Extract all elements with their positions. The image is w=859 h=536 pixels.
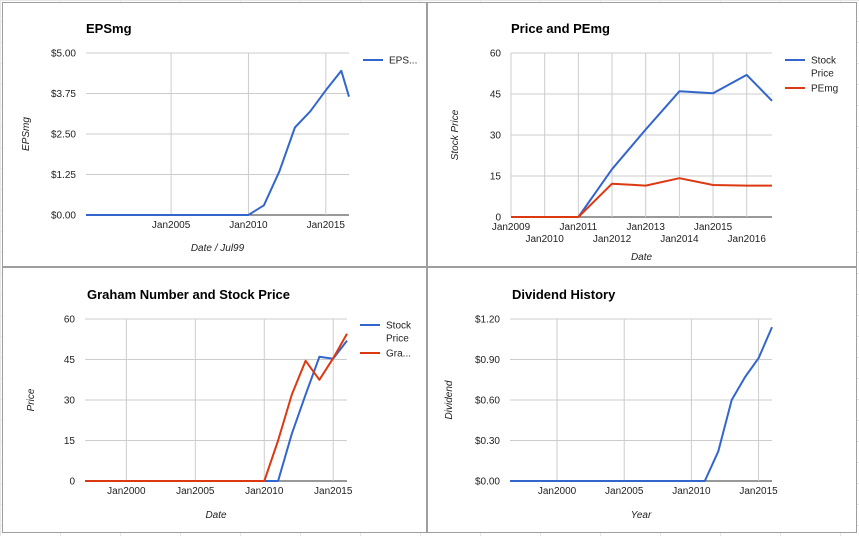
y-tick-label: $0.00 — [475, 477, 500, 488]
y-axis-label: Price — [26, 388, 37, 411]
series-line — [511, 177, 772, 218]
y-tick-label: $0.60 — [475, 396, 500, 407]
x-axis-label: Date — [205, 510, 227, 521]
y-tick-label: $0.90 — [475, 355, 500, 366]
x-tick-label: Jan2016 — [728, 234, 767, 245]
series-line — [86, 69, 350, 216]
y-tick-label: 0 — [69, 477, 75, 488]
chart-title: Price and PEmg — [511, 21, 610, 36]
y-tick-label: $0.30 — [475, 436, 500, 447]
x-tick-label: Jan2009 — [492, 222, 531, 233]
x-tick-label: Jan2015 — [314, 486, 353, 497]
eps-chart: EPSmg $0.00 $1.25 $2.50 $3.75 $5.00 Jan2005 Jan… — [21, 21, 417, 254]
chart-title: Dividend History — [512, 287, 616, 302]
x-tick-label: Jan2010 — [525, 234, 564, 245]
series-line — [510, 326, 773, 482]
y-tick-label: $3.75 — [51, 89, 76, 100]
y-tick-label: $2.50 — [51, 130, 76, 141]
x-tick-label: Jan2015 — [307, 220, 346, 231]
x-tick-label: Jan2013 — [627, 222, 666, 233]
y-tick-label: 30 — [490, 131, 502, 142]
x-tick-label: Jan2000 — [107, 486, 146, 497]
x-tick-label: Jan2000 — [538, 486, 577, 497]
x-tick-label: Jan2010 — [229, 220, 268, 231]
series-line — [511, 73, 773, 218]
chart-title: Graham Number and Stock Price — [87, 287, 290, 302]
series-line — [85, 333, 348, 482]
x-tick-label: Jan2005 — [176, 486, 215, 497]
y-tick-label: 60 — [490, 49, 502, 60]
legend-label: EPS... — [389, 56, 417, 67]
y-tick-label: 15 — [490, 172, 502, 183]
legend-label: Stock Price — [386, 321, 412, 345]
y-axis-label: Dividend — [444, 380, 455, 419]
x-tick-label: Jan2015 — [739, 486, 778, 497]
y-tick-label: $1.20 — [475, 315, 500, 326]
y-axis-label: Stock Price — [450, 109, 461, 160]
y-tick-label: 0 — [495, 213, 501, 224]
dividend-chart: Dividend History $0.00 $0.30 $0.60 $0.90 $1.2… — [444, 287, 778, 521]
y-tick-label: 45 — [64, 355, 76, 366]
price-pe-chart: Price and PEmg015304560Jan2009Jan2010Jan… — [450, 21, 838, 263]
x-axis-label: Date / Jul99 — [191, 243, 245, 254]
x-axis-label: Year — [631, 510, 652, 521]
x-tick-label: Jan2014 — [660, 234, 699, 245]
x-axis-label: Date — [631, 252, 653, 263]
graham-chart: Graham Number and Stock Price 0 15 30 45 60 Ja… — [26, 287, 412, 521]
y-tick-label: $5.00 — [51, 49, 76, 60]
series-line — [85, 339, 348, 482]
x-tick-label: Jan2015 — [694, 222, 733, 233]
price-pe-chart-panel: Price and PEmg 0 15 30 45 60 Jan2009 Jan2010 Jan… — [427, 2, 857, 267]
y-tick-label: 60 — [64, 315, 76, 326]
x-tick-label: Jan2010 — [672, 486, 711, 497]
eps-chart-panel: EPSmg $0.00 $1.25 $2.50 $3.75 $5.00 Jan2005 Jan… — [2, 2, 427, 267]
legend-label: PEmg — [811, 84, 838, 95]
y-tick-label: 30 — [64, 396, 76, 407]
graham-chart-panel: Graham Number and Stock Price 0 15 30 45 60 Ja… — [2, 267, 427, 533]
x-tick-label: Jan2005 — [605, 486, 644, 497]
x-tick-label: Jan2005 — [152, 220, 191, 231]
x-tick-label: Jan2010 — [245, 486, 284, 497]
y-tick-label: 45 — [490, 90, 502, 101]
x-tick-label: Jan2011 — [560, 222, 598, 233]
dividend-chart-panel: Dividend History $0.00 $0.30 $0.60 $0.90 $1.2… — [427, 267, 857, 533]
y-tick-label: $1.25 — [51, 170, 76, 181]
chart-title: EPSmg — [86, 21, 132, 36]
legend-label: Gra... — [386, 349, 411, 360]
x-tick-label: Jan2012 — [593, 234, 632, 245]
y-tick-label: $0.00 — [51, 211, 76, 222]
y-axis-label: EPSmg — [21, 117, 32, 151]
y-tick-label: 15 — [64, 436, 76, 447]
legend-label: Stock Price — [811, 56, 837, 80]
